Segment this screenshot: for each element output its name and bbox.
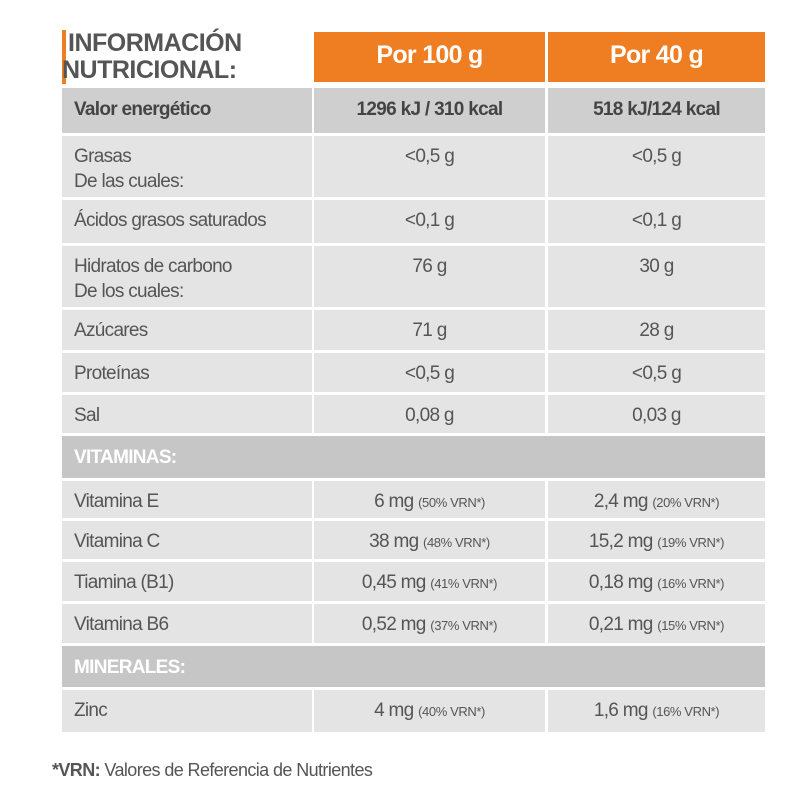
amount: <0,1 g <box>631 210 682 231</box>
amount: <0,5 g <box>631 363 682 384</box>
section-header: MINERALES: <box>62 646 765 687</box>
value-cell: <0,5 g <box>314 136 545 197</box>
row-label: Azúcares <box>62 310 312 350</box>
value-cell: <0,5 g <box>314 353 545 392</box>
amount: 28 g <box>639 320 674 341</box>
amount: 76 g <box>412 256 447 277</box>
amount: <0,5 g <box>404 363 455 384</box>
row-label: Vitamina E <box>62 481 312 518</box>
label-line: Vitamina B6 <box>74 614 169 635</box>
vrn: (40% VRN*) <box>418 704 485 719</box>
amount: <0,5 g <box>404 146 455 167</box>
value-cell: 518 kJ/124 kcal <box>548 88 765 133</box>
title-line: NUTRICIONAL: <box>62 56 237 84</box>
amount: 0,21 mg <box>588 614 653 635</box>
footnote-text: Valores de Referencia de Nutrientes <box>104 760 373 780</box>
vrn: (20% VRN*) <box>652 495 720 510</box>
amount: 2,4 mg <box>593 491 649 512</box>
label-line: Azúcares <box>74 320 148 341</box>
value-cell: 0,52 mg (37% VRN*) <box>314 604 545 643</box>
column-header: Por 40 g <box>548 32 765 82</box>
column-header: Por 100 g <box>314 32 545 82</box>
label-line: Grasas <box>74 146 132 167</box>
amount: 0,03 g <box>632 405 681 426</box>
row-label: Vitamina B6 <box>62 604 312 643</box>
vrn: (41% VRN*) <box>430 576 498 591</box>
amount: 15,2 mg <box>588 531 653 552</box>
value-cell: 1,6 mg (16% VRN*) <box>548 690 765 732</box>
value-cell: 71 g <box>314 310 545 350</box>
amount: <0,1 g <box>404 210 455 231</box>
value-cell: 4 mg (40% VRN*) <box>314 690 545 732</box>
value-cell: <0,5 g <box>548 136 765 197</box>
row-label: Vitamina C <box>62 521 312 559</box>
label-line: Sal <box>74 405 100 426</box>
vrn: (50% VRN*) <box>418 495 485 510</box>
label-line: Vitamina C <box>74 531 160 552</box>
amount: 1,6 mg <box>593 700 649 721</box>
amount: 0,18 mg <box>588 572 653 593</box>
row-label: Tiamina (B1) <box>62 562 312 601</box>
row-label: Valor energético <box>62 88 312 133</box>
title-line: INFORMACIÓN <box>68 29 242 57</box>
row-label: Zinc <box>62 690 312 732</box>
amount: 0,45 mg <box>361 572 426 593</box>
row-label: Hidratos de carbono De los cuales: <box>62 246 312 307</box>
label-line: Ácidos grasos saturados <box>74 210 267 231</box>
value-cell: <0,5 g <box>548 353 765 392</box>
vrn: (37% VRN*) <box>430 618 498 633</box>
value-cell: 0,45 mg (41% VRN*) <box>314 562 545 601</box>
label-line: Vitamina E <box>74 491 159 512</box>
value-cell: 76 g <box>314 246 545 307</box>
value-cell: 0,18 mg (16% VRN*) <box>548 562 765 601</box>
value-cell: 0,21 mg (15% VRN*) <box>548 604 765 643</box>
amount: 30 g <box>639 256 674 277</box>
amount: 0,08 g <box>405 405 454 426</box>
value-cell: 6 mg (50% VRN*) <box>314 481 545 518</box>
amount: 38 mg <box>369 531 419 552</box>
label-line: De las cuales: <box>74 171 184 192</box>
row-label: Grasas De las cuales: <box>62 136 312 197</box>
footnote: *VRN: Valores de Referencia de Nutriente… <box>52 760 373 781</box>
value-cell: 1296 kJ / 310 kcal <box>314 88 545 133</box>
vrn: (16% VRN*) <box>657 576 725 591</box>
label-line: Proteínas <box>74 363 150 384</box>
label-line: Valor energético <box>74 99 211 120</box>
value-cell: 15,2 mg (19% VRN*) <box>548 521 765 559</box>
value-cell: 28 g <box>548 310 765 350</box>
title: INFORMACIÓN NUTRICIONAL: <box>62 30 242 84</box>
value-cell: <0,1 g <box>314 200 545 243</box>
label-line: Tiamina (B1) <box>74 572 174 593</box>
value-cell: 38 mg (48% VRN*) <box>314 521 545 559</box>
amount: 0,52 mg <box>361 614 426 635</box>
row-label: Ácidos grasos saturados <box>62 200 312 243</box>
value-cell: 0,03 g <box>548 395 765 433</box>
vrn: (16% VRN*) <box>652 704 720 719</box>
footnote-key: *VRN: <box>52 760 101 780</box>
row-label: Proteínas <box>62 353 312 392</box>
value-cell: 30 g <box>548 246 765 307</box>
amount: 6 mg <box>374 491 414 512</box>
label-line: De los cuales: <box>74 281 184 302</box>
vrn: (48% VRN*) <box>423 535 490 550</box>
value-cell: 0,08 g <box>314 395 545 433</box>
amount: <0,5 g <box>631 146 682 167</box>
value-cell: <0,1 g <box>548 200 765 243</box>
value-cell: 2,4 mg (20% VRN*) <box>548 481 765 518</box>
row-label: Sal <box>62 395 312 433</box>
amount: 4 mg <box>374 700 414 721</box>
vrn: (15% VRN*) <box>657 618 725 633</box>
label-line: Hidratos de carbono <box>74 256 233 277</box>
section-header: VITAMINAS: <box>62 436 765 478</box>
amount: 71 g <box>412 320 447 341</box>
label-line: Zinc <box>74 700 108 721</box>
amount: 518 kJ/124 kcal <box>593 99 721 120</box>
vrn: (19% VRN*) <box>657 535 725 550</box>
amount: 1296 kJ / 310 kcal <box>356 99 504 120</box>
